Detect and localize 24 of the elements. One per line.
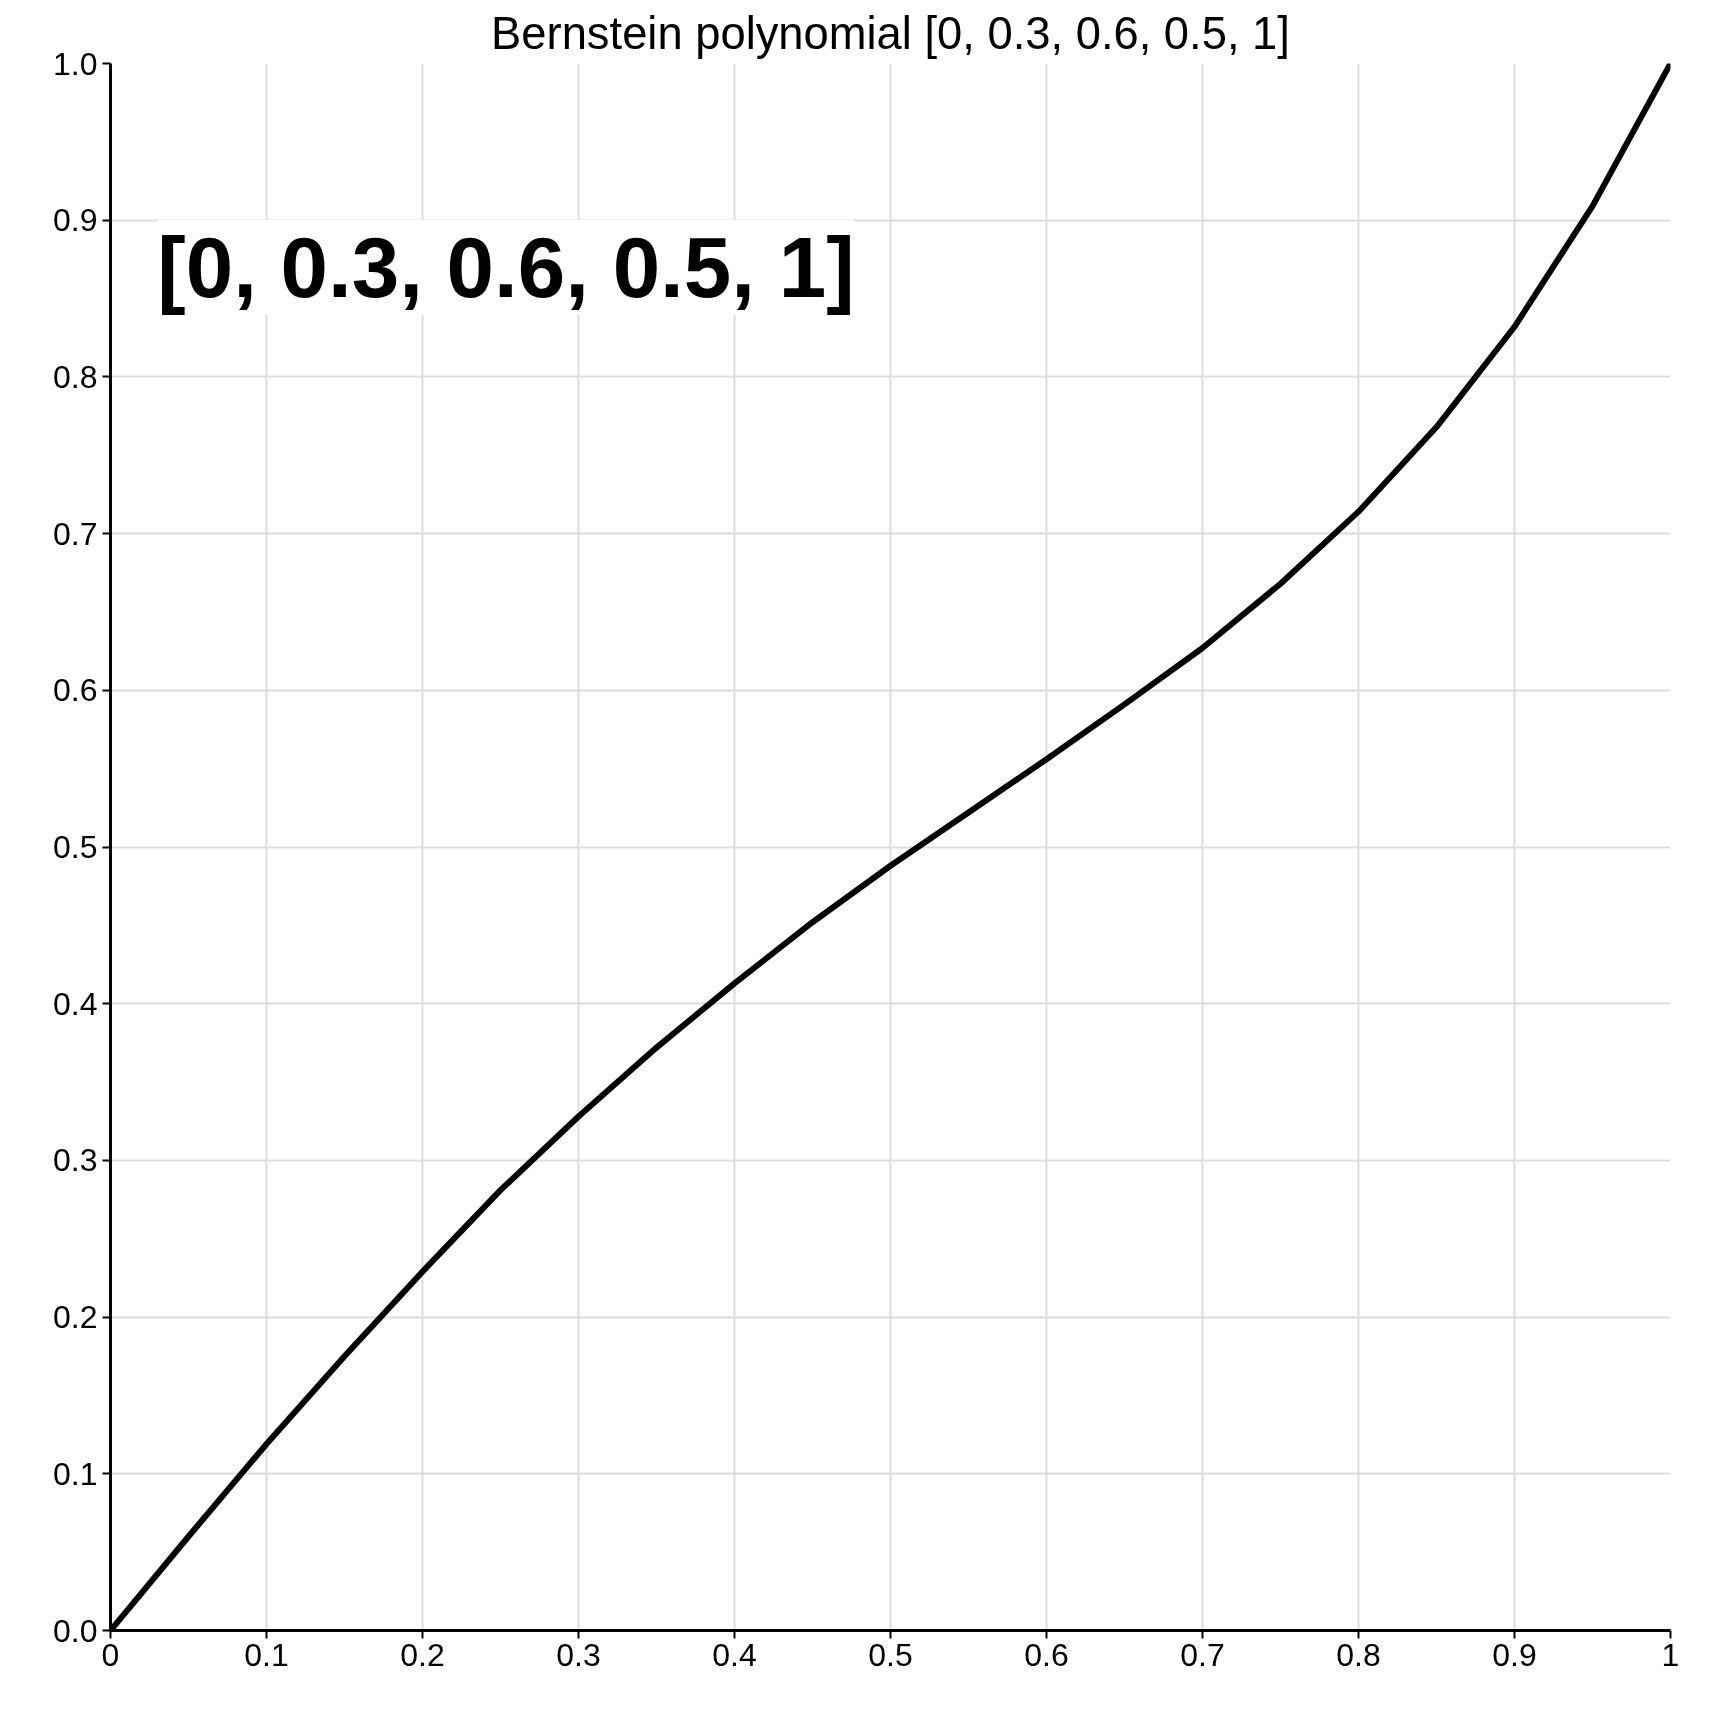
x-tick-label: 0.7 [1180,1636,1225,1673]
y-tick-label: 0.5 [53,829,98,865]
x-tick-label: 0 [101,1636,120,1673]
chart-title: Bernstein polynomial [0, 0.3, 0.6, 0.5, 1] [491,7,1290,59]
y-tick-label: 0.9 [53,202,98,239]
y-tick-label: 0.7 [53,515,98,552]
y-tick-label: 0.4 [53,985,98,1022]
y-tick-label: 1.0 [53,45,98,82]
y-tick-label: 0.3 [53,1142,98,1179]
x-tick-label: 0.8 [1336,1636,1381,1673]
y-tick-label: 0.6 [53,672,98,709]
x-tick-label: 1 [1661,1636,1680,1673]
x-tick-label: 0.1 [244,1636,289,1673]
x-tick-label: 0.2 [400,1636,445,1673]
y-tick-label: 0.0 [53,1612,98,1649]
y-tick-label: 0.1 [53,1455,98,1492]
y-tick-label: 0.2 [53,1299,98,1336]
x-tick-label: 0.4 [712,1636,757,1673]
x-tick-label: 0.5 [868,1636,913,1673]
y-tick-label: 0.8 [53,358,98,395]
annotation: [0, 0.3, 0.6, 0.5, 1] [157,219,855,315]
x-tick-label: 0.9 [1492,1636,1537,1673]
x-tick-label: 0.6 [1024,1636,1069,1673]
x-tick-label: 0.3 [556,1636,601,1673]
